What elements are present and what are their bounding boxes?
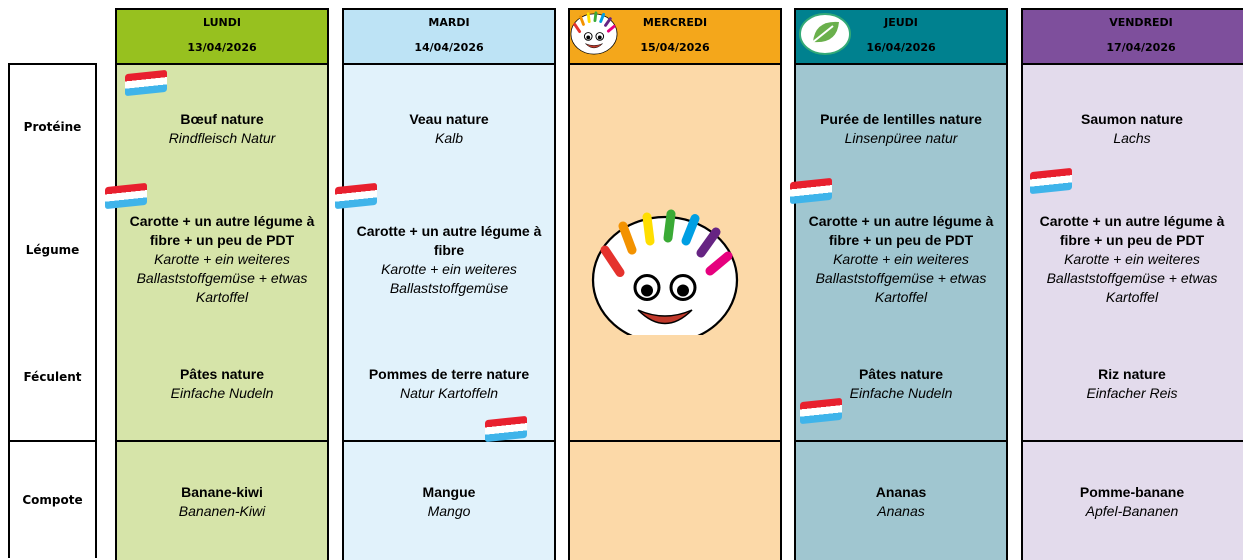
menu-item: Carotte + un autre légume à fibre + un p… xyxy=(796,192,1006,327)
divider xyxy=(344,440,554,442)
menu-item: Veau nature Kalb xyxy=(344,65,554,192)
item-german: Natur Kartoffeln xyxy=(399,384,499,401)
item-german: Einfacher Reis xyxy=(1086,384,1178,401)
item-german: Karotte + ein weiteres Ballaststoffgemüs… xyxy=(1046,251,1218,305)
item-german: Apfel-Bananen xyxy=(1085,503,1179,519)
day-header: VENDREDI 17/04/2026 xyxy=(1023,10,1243,65)
smiley-image xyxy=(591,209,739,335)
day-name: MARDI xyxy=(428,16,470,29)
item-german: Linsenpüree natur xyxy=(844,129,958,146)
day-date: 16/04/2026 xyxy=(866,41,936,54)
row-labels: Protéine Légume Féculent Compote xyxy=(8,63,97,558)
item-french: Pâtes nature xyxy=(179,365,265,382)
day-column: MARDI 14/04/2026 Veau nature Kalb Carotte + … xyxy=(342,8,556,560)
item-german: Bananen-Kiwi xyxy=(178,503,266,519)
item-french: Carotte + un autre légume à fibre + un p… xyxy=(808,213,994,248)
item-french: Saumon nature xyxy=(1081,110,1183,127)
item-french: Mangue xyxy=(422,484,476,500)
lux-flag xyxy=(790,177,832,205)
menu-item: Banane-kiwi Bananen-Kiwi xyxy=(117,442,327,560)
day-date: 14/04/2026 xyxy=(414,41,484,54)
day-name: JEUDI xyxy=(884,16,918,29)
item-german: Karotte + ein weiteres Ballaststoffgemüs… xyxy=(136,251,308,305)
menu-item: Bœuf nature Rindfleisch Natur xyxy=(117,65,327,192)
divider xyxy=(8,440,97,442)
row-label: Légume xyxy=(25,243,80,257)
lux-flag xyxy=(125,69,167,97)
item-french: Carotte + un autre légume à fibre + un p… xyxy=(129,213,315,248)
lux-flag xyxy=(485,415,527,443)
item-german: Einfache Nudeln xyxy=(170,384,274,401)
menu-item: Riz nature Einfacher Reis xyxy=(1023,327,1241,440)
item-german: Mango xyxy=(427,503,471,519)
menu-item: Ananas Ananas xyxy=(796,442,1006,560)
day-name: LUNDI xyxy=(203,16,241,29)
item-german: Karotte + ein weiteres Ballaststoffgemüs… xyxy=(815,251,987,305)
menu-item: Saumon nature Lachs xyxy=(1023,65,1241,192)
item-french: Riz nature xyxy=(1098,365,1166,382)
menu-item: Pomme-banane Apfel-Bananen xyxy=(1023,442,1241,560)
lux-flag xyxy=(105,182,147,210)
day-date: 17/04/2026 xyxy=(1106,41,1176,54)
divider xyxy=(117,440,327,442)
menu-item: Pommes de terre nature Natur Kartoffeln xyxy=(344,327,554,440)
row-label: Compote xyxy=(22,493,83,507)
lux-flag xyxy=(800,397,842,425)
item-french: Bœuf nature xyxy=(180,110,264,127)
menu-item: Carotte + un autre légume à fibre + un p… xyxy=(1023,192,1241,327)
menu-item: Carotte + un autre légume à fibre Karotte… xyxy=(344,192,554,327)
divider xyxy=(1023,440,1243,442)
leaf-icon xyxy=(799,13,851,55)
item-french: Purée de lentilles nature xyxy=(820,110,982,127)
divider xyxy=(570,440,780,442)
item-french: Banane-kiwi xyxy=(181,484,263,500)
divider xyxy=(796,440,1006,442)
item-german: Ananas xyxy=(877,503,925,519)
day-name: VENDREDI xyxy=(1109,16,1173,29)
menu-item: Pâtes nature Einfache Nudeln xyxy=(117,327,327,440)
lux-flag xyxy=(335,182,377,210)
menu-item: Mangue Mango xyxy=(344,442,554,560)
item-french: Pommes de terre nature xyxy=(368,365,530,382)
lux-flag xyxy=(1030,167,1072,195)
menu-item: Purée de lentilles nature Linsenpüree nat… xyxy=(796,65,1006,192)
item-french: Veau nature xyxy=(409,110,489,127)
day-column: VENDREDI 17/04/2026 Saumon nature Lachs Caro… xyxy=(1021,8,1243,560)
day-header: MARDI 14/04/2026 xyxy=(344,10,554,65)
logo xyxy=(570,11,618,55)
item-german: Lachs xyxy=(1113,129,1151,146)
item-german: Rindfleisch Natur xyxy=(168,129,276,146)
item-french: Pâtes nature xyxy=(858,365,944,382)
row-label: Féculent xyxy=(23,370,82,384)
day-column: LUNDI 13/04/2026 Bœuf nature Rindfleisch Na… xyxy=(115,8,329,560)
menu-item: Carotte + un autre légume à fibre + un p… xyxy=(117,192,327,327)
menu-item: Pâtes nature Einfache Nudeln xyxy=(796,327,1006,440)
item-german: Einfache Nudeln xyxy=(849,384,953,401)
item-french: Carotte + un autre légume à fibre + un p… xyxy=(1039,213,1225,248)
item-german: Kalb xyxy=(434,129,464,146)
day-name: MERCREDI xyxy=(642,16,708,29)
day-column: JEUDI 16/04/2026 Purée de lentilles nature… xyxy=(794,8,1008,560)
item-french: Ananas xyxy=(875,484,927,500)
item-french: Pomme-banane xyxy=(1079,484,1185,500)
item-german: Karotte + ein weiteres Ballaststoffgemüs… xyxy=(381,260,517,296)
day-header: LUNDI 13/04/2026 xyxy=(117,10,327,65)
day-date: 13/04/2026 xyxy=(187,41,257,54)
item-french: Carotte + un autre légume à fibre xyxy=(356,222,542,258)
row-label: Protéine xyxy=(23,120,82,134)
day-date: 15/04/2026 xyxy=(640,41,710,54)
